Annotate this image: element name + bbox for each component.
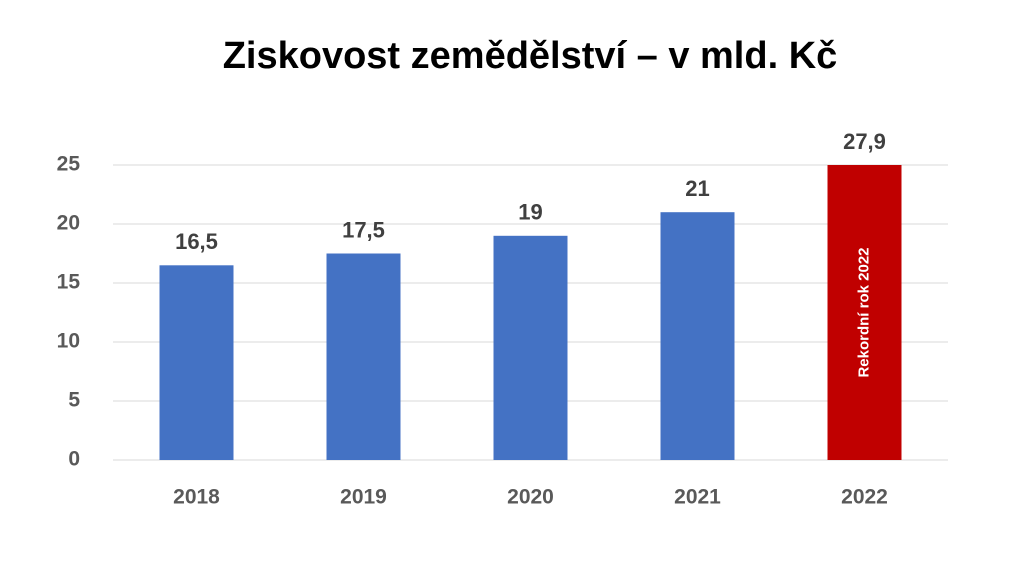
chart-title: Ziskovost zemědělství – v mld. Kč: [223, 35, 838, 77]
value-label: 19: [518, 200, 542, 225]
x-tick-label: 2020: [507, 486, 554, 509]
value-label: 21: [685, 176, 709, 201]
bars: [159, 165, 902, 460]
value-label: 27,9: [843, 129, 886, 154]
y-tick-label: 0: [68, 448, 80, 471]
y-tick-label: 15: [57, 271, 81, 294]
x-tick-label: 2021: [674, 486, 721, 509]
bar: [326, 253, 401, 460]
y-tick-label: 25: [57, 153, 81, 176]
bar: [159, 265, 234, 460]
annotation: Rekordní rok 2022: [855, 247, 872, 377]
value-label: 16,5: [175, 229, 218, 254]
x-tick-label: 2019: [340, 486, 387, 509]
x-tick-label: 2018: [173, 486, 220, 509]
y-tick-label: 10: [57, 330, 80, 353]
y-tick-label: 5: [68, 389, 80, 412]
y-tick-label: 20: [57, 212, 80, 235]
value-label: 17,5: [342, 217, 385, 242]
bar: [493, 235, 568, 460]
x-tick-label: 2022: [841, 486, 888, 509]
bar: [827, 165, 902, 460]
bar: [660, 212, 735, 460]
